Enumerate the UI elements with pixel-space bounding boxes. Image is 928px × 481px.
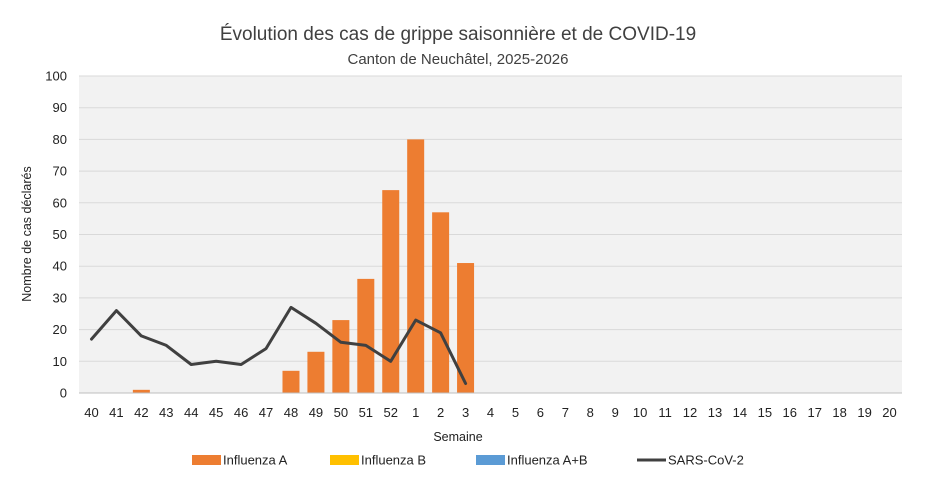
bar [457, 263, 475, 393]
y-tick-label: 60 [53, 195, 67, 210]
x-tick-label: 41 [109, 405, 123, 420]
x-tick-label: 13 [708, 405, 722, 420]
x-tick-label: 16 [783, 405, 797, 420]
bar [407, 139, 425, 393]
x-tick-label: 18 [832, 405, 846, 420]
y-tick-label: 100 [45, 69, 67, 84]
bar [382, 190, 400, 393]
x-tick-label: 3 [462, 405, 469, 420]
x-tick-label: 11 [658, 405, 672, 420]
y-tick-label: 30 [53, 290, 67, 305]
x-tick-label: 2 [437, 405, 444, 420]
x-tick-label: 51 [359, 405, 373, 420]
line-series [90, 305, 468, 385]
y-tick-label: 40 [53, 259, 67, 274]
bar [332, 320, 350, 393]
bar [282, 370, 300, 393]
legend-swatch [330, 455, 359, 465]
legend-label: Influenza A+B [507, 453, 588, 468]
legend-swatch [192, 455, 221, 465]
y-axis-label: Nombre de cas déclarés [20, 166, 34, 301]
x-tick-label: 49 [309, 405, 323, 420]
gridlines [79, 75, 902, 362]
legend-label: Influenza A [223, 453, 288, 468]
bar [307, 351, 325, 393]
x-tick-label: 52 [384, 405, 398, 420]
bar [132, 389, 150, 393]
x-tick-label: 40 [84, 405, 98, 420]
x-tick-label: 42 [134, 405, 148, 420]
lines-group [90, 305, 468, 385]
x-tick-label: 19 [857, 405, 871, 420]
x-tick-label: 8 [587, 405, 594, 420]
x-tick-label: 44 [184, 405, 198, 420]
y-tick-label: 70 [53, 164, 67, 179]
x-tick-label: 7 [562, 405, 569, 420]
y-tick-label: 20 [53, 322, 67, 337]
legend-label: Influenza B [361, 453, 426, 468]
x-tick-label: 5 [512, 405, 519, 420]
x-tick-label: 17 [807, 405, 821, 420]
y-tick-label: 90 [53, 100, 67, 115]
y-axis-ticks: 0 10 20 30 40 50 60 70 80 90 100 [45, 69, 67, 401]
x-tick-label: 9 [612, 405, 619, 420]
legend-label: SARS-CoV-2 [668, 453, 744, 468]
x-tick-label: 45 [209, 405, 223, 420]
x-tick-label: 46 [234, 405, 248, 420]
x-tick-label: 12 [683, 405, 697, 420]
x-tick-label: 6 [537, 405, 544, 420]
x-tick-label: 15 [758, 405, 772, 420]
x-tick-label: 47 [259, 405, 273, 420]
x-tick-label: 48 [284, 405, 298, 420]
x-axis-label: Semaine [433, 430, 482, 444]
y-tick-label: 80 [53, 132, 67, 147]
x-tick-label: 20 [882, 405, 896, 420]
x-tick-label: 50 [334, 405, 348, 420]
x-tick-label: 10 [633, 405, 647, 420]
x-axis-ticks: 40 41 42 43 44 45 46 47 48 49 50 51 52 1 2 3 4 5 6 7 8 9 10 11 1… [84, 405, 897, 420]
bar [357, 278, 375, 393]
legend-swatch [476, 455, 505, 465]
legend: Influenza A Influenza B Influenza A+B SARS-… [192, 453, 744, 468]
chart-title: Évolution des cas de grippe saisonnière … [220, 24, 696, 45]
y-tick-label: 10 [53, 354, 67, 369]
x-tick-label: 1 [412, 405, 419, 420]
y-tick-label: 0 [60, 386, 67, 401]
bar [432, 212, 450, 393]
chart-subtitle: Canton de Neuchâtel, 2025-2026 [347, 51, 568, 68]
x-tick-label: 43 [159, 405, 173, 420]
x-tick-label: 4 [487, 405, 494, 420]
x-tick-label: 14 [733, 405, 747, 420]
y-tick-label: 50 [53, 227, 67, 242]
